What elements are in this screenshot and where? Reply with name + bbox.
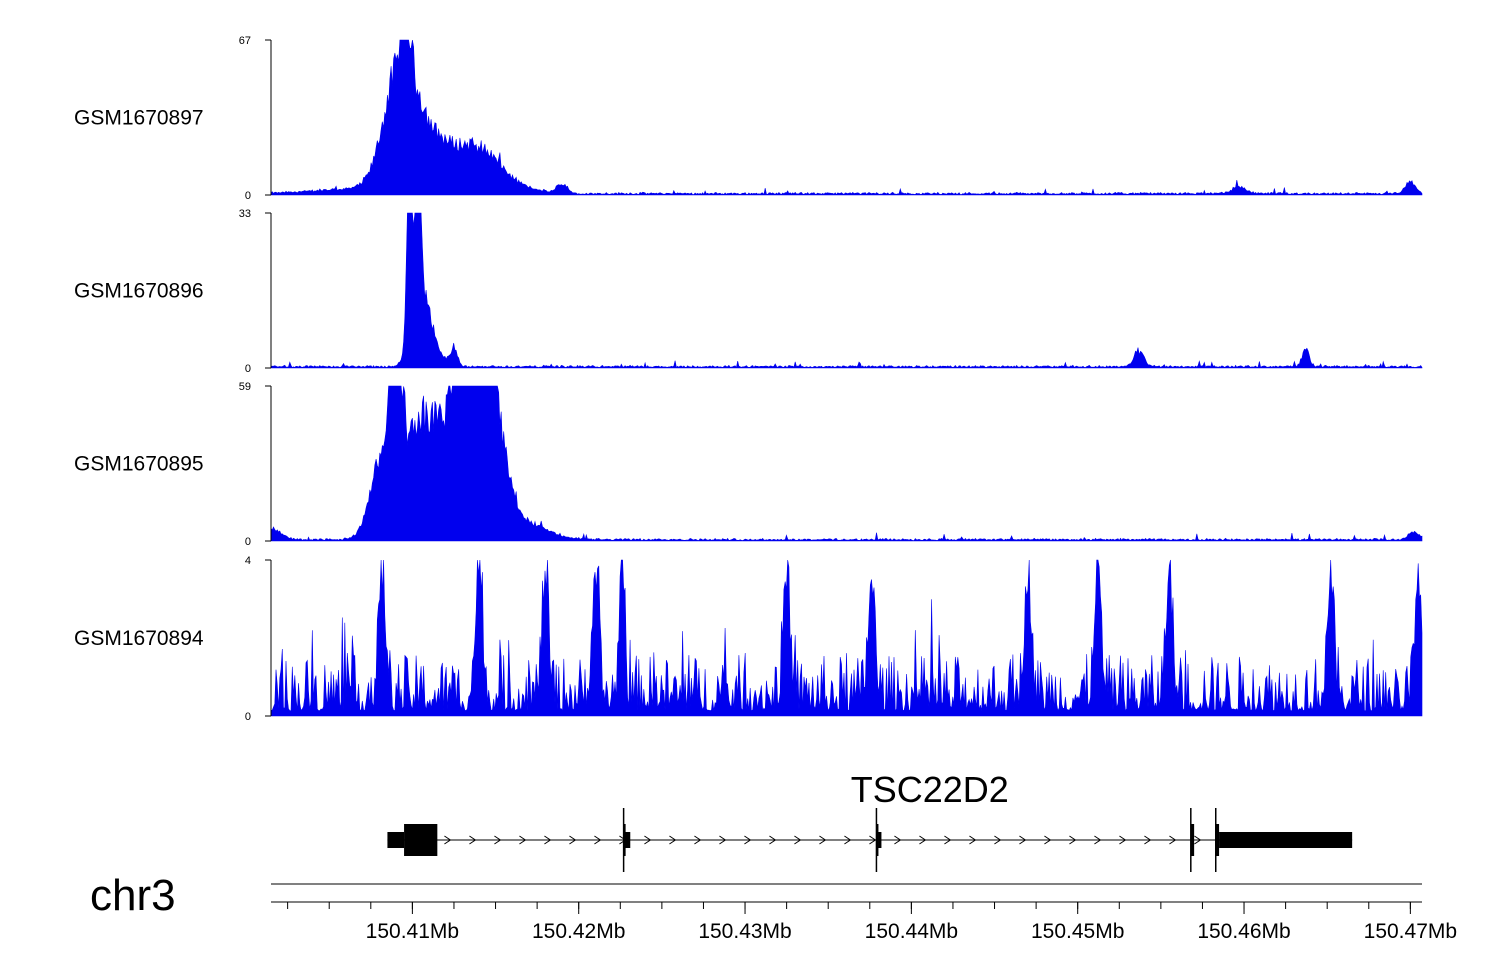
strand-arrow [594, 835, 602, 845]
strand-arrow [1094, 835, 1102, 845]
gene-exon-utr [387, 832, 405, 848]
gene-exon-cds [1215, 824, 1220, 856]
strand-arrow [719, 835, 727, 845]
strand-arrow [1119, 835, 1127, 845]
y-min-label: 0 [245, 190, 251, 202]
y-min-label: 0 [245, 536, 251, 548]
y-max-label: 59 [239, 381, 251, 393]
strand-arrow [544, 835, 552, 845]
gene-exon-utr [1219, 832, 1353, 848]
track-label-GSM1670894: GSM1670894 [74, 627, 204, 650]
strand-arrow [819, 835, 827, 845]
chromosome-label: chr3 [90, 871, 176, 920]
coverage-tracks: 67 0 GSM1670897 33 0 GSM1670896 59 0 GSM1670895 4… [74, 35, 1423, 723]
x-tick-label: 150.46Mb [1197, 920, 1290, 943]
track-label-GSM1670896: GSM1670896 [74, 280, 204, 303]
strand-arrow [519, 835, 527, 845]
x-tick-label: 150.47Mb [1364, 920, 1457, 943]
strand-arrow [569, 835, 577, 845]
coverage-area-GSM1670897 [270, 39, 1423, 196]
track-label-GSM1670897: GSM1670897 [74, 107, 204, 130]
strand-arrow [1044, 835, 1052, 845]
x-tick-label: 150.44Mb [865, 920, 958, 943]
strand-arrow [644, 835, 652, 845]
strand-arrow [1069, 835, 1077, 845]
y-max-label: 33 [239, 208, 251, 220]
strand-arrow [1169, 835, 1177, 845]
strand-arrow [769, 835, 777, 845]
strand-arrow [1144, 835, 1152, 845]
track-GSM1670894: 4 0 GSM1670894 [74, 555, 1423, 723]
strand-arrow [1019, 835, 1027, 845]
strand-arrow [869, 835, 877, 845]
gene-exon-cds [876, 824, 879, 856]
strand-arrow [894, 835, 902, 845]
strand-arrow [844, 835, 852, 845]
strand-arrow [944, 835, 952, 845]
strand-arrow [669, 835, 677, 845]
gene-track: TSC22D2 [387, 769, 1353, 872]
coverage-area-GSM1670896 [270, 212, 1423, 369]
track-GSM1670895: 59 0 GSM1670895 [74, 381, 1423, 548]
genomic-axis: chr3 150.41Mb 150.42Mb 150.43Mb 150.44Mb 150… [90, 871, 1457, 943]
track-GSM1670897: 67 0 GSM1670897 [74, 35, 1423, 202]
y-min-label: 0 [245, 363, 251, 375]
coverage-area-GSM1670894 [270, 559, 1423, 717]
gene-name-label: TSC22D2 [851, 769, 1009, 810]
x-tick-label: 150.45Mb [1031, 920, 1124, 943]
x-tick-label: 150.41Mb [366, 920, 459, 943]
track-label-GSM1670895: GSM1670895 [74, 453, 204, 476]
strand-arrow [994, 835, 1002, 845]
x-tick-label: 150.42Mb [532, 920, 625, 943]
gene-exon-cds [404, 824, 438, 856]
strand-arrow [744, 835, 752, 845]
strand-arrow [969, 835, 977, 845]
gene-exon-cds [1190, 824, 1195, 856]
strand-arrow [444, 835, 452, 845]
strand-arrow [694, 835, 702, 845]
strand-arrow [469, 835, 477, 845]
gene-exon-utr [878, 832, 882, 848]
strand-arrow [919, 835, 927, 845]
strand-arrow [794, 835, 802, 845]
y-min-label: 0 [245, 711, 251, 723]
y-max-label: 67 [239, 35, 251, 47]
gene-exon-utr [625, 832, 631, 848]
coverage-area-GSM1670895 [270, 385, 1423, 542]
y-max-label: 4 [245, 555, 251, 567]
gene-exon-cds [623, 824, 626, 856]
strand-arrow [1194, 835, 1202, 845]
track-GSM1670896: 33 0 GSM1670896 [74, 208, 1423, 375]
strand-arrow [494, 835, 502, 845]
x-tick-label: 150.43Mb [698, 920, 791, 943]
